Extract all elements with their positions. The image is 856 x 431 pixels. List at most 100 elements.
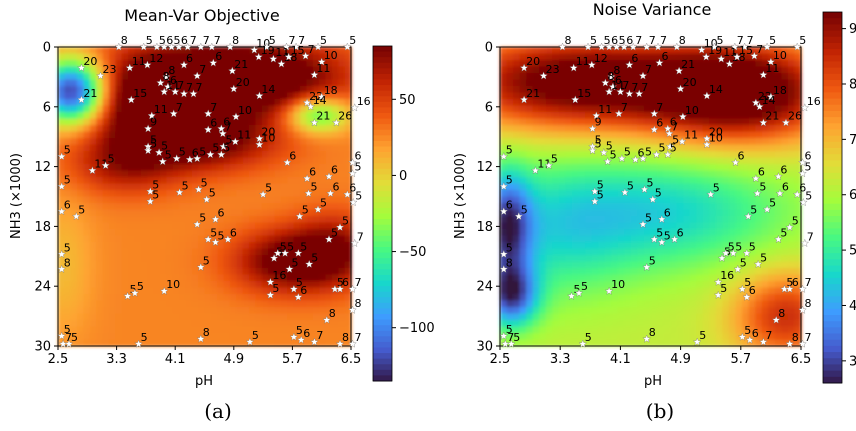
heat-cell <box>519 274 527 282</box>
heat-cell <box>293 313 301 321</box>
heat-cell <box>223 66 231 74</box>
heat-cell <box>650 320 658 328</box>
heat-cell <box>755 73 763 81</box>
heat-cell <box>545 274 553 282</box>
heat-cell <box>249 99 257 107</box>
heat-cell <box>500 203 508 211</box>
heat-cell <box>153 281 161 289</box>
heat-cell <box>624 203 632 211</box>
heat-cell <box>274 164 282 172</box>
heat-cell <box>643 53 652 61</box>
heat-cell <box>287 79 295 87</box>
heat-cell <box>500 222 508 230</box>
heat-cell <box>153 255 161 263</box>
heat-cell <box>768 190 776 198</box>
heat-cell <box>571 73 580 81</box>
heat-cell <box>121 196 129 204</box>
heat-cell <box>571 268 580 276</box>
heat-cell <box>268 53 276 61</box>
sample-label: 5 <box>786 276 793 289</box>
heat-cell <box>611 209 619 217</box>
heat-cell <box>306 203 314 211</box>
heat-cell <box>223 281 231 289</box>
heat-cell <box>217 235 225 243</box>
heat-cell <box>545 99 553 107</box>
heat-cell <box>539 170 547 178</box>
heat-cell <box>519 60 527 68</box>
heat-cell <box>709 47 717 55</box>
heat-cell <box>280 118 288 126</box>
heat-cell <box>312 235 320 243</box>
heat-cell <box>558 138 567 146</box>
heat-cell <box>64 216 72 224</box>
heat-cell <box>604 255 612 263</box>
heat-cell <box>748 86 756 94</box>
heat-cell <box>236 73 244 81</box>
sample-label: 5 <box>182 180 189 193</box>
heat-cell <box>532 203 540 211</box>
heat-cell <box>598 242 606 250</box>
heat-cell <box>742 196 750 204</box>
heat-cell <box>58 203 65 211</box>
sample-marker <box>716 54 726 63</box>
heat-cell <box>774 216 782 224</box>
heat-cell <box>249 287 257 295</box>
sample-label: 5 <box>223 142 230 155</box>
heat-cell <box>650 131 658 139</box>
heat-cell <box>748 235 756 243</box>
heat-cell <box>578 118 586 126</box>
heat-cell <box>768 248 776 256</box>
heat-cell <box>598 209 606 217</box>
sample-label: 10 <box>709 132 723 145</box>
heat-cell <box>229 105 237 113</box>
heat-cell <box>768 242 776 250</box>
colorbar-segment <box>823 86 842 93</box>
heat-cell <box>670 125 678 133</box>
sample-marker <box>245 337 255 346</box>
colorbar-segment <box>823 55 842 62</box>
heat-cell <box>637 79 645 87</box>
heat-cell <box>742 86 750 94</box>
y-tick-label: 6 <box>485 100 493 115</box>
heat-cell <box>280 79 288 87</box>
sample-label: 5 <box>311 251 318 264</box>
heat-cell <box>96 177 104 185</box>
sample-marker <box>774 172 783 181</box>
heat-cell <box>598 281 606 289</box>
heat-cell <box>319 125 327 133</box>
heat-cell <box>735 99 743 107</box>
heat-cell <box>338 333 346 341</box>
heat-cell <box>64 151 72 159</box>
heat-cell <box>159 105 167 113</box>
heat-cell <box>287 274 295 282</box>
heat-cell <box>519 294 527 302</box>
heat-cell <box>268 131 276 139</box>
heat-cell <box>696 287 704 295</box>
heat-cell <box>670 86 678 94</box>
heat-cell <box>77 47 85 55</box>
heat-cell <box>274 242 282 250</box>
heat-cell <box>552 333 560 341</box>
heat-cell <box>185 60 193 68</box>
heat-cell <box>663 326 671 334</box>
heat-cell <box>768 268 776 276</box>
heat-cell <box>83 242 91 250</box>
heat-cell <box>223 92 231 100</box>
heat-cell <box>223 86 231 94</box>
sample-label: 5 <box>355 161 362 174</box>
heat-cell <box>545 190 553 198</box>
heat-cell <box>604 53 612 61</box>
sample-marker <box>192 219 202 228</box>
heat-cell <box>519 242 527 250</box>
heat-cell <box>532 333 540 341</box>
heat-cell <box>794 183 802 191</box>
heat-cell <box>261 79 269 87</box>
heat-cell <box>709 287 717 295</box>
heat-cell <box>331 79 339 87</box>
heat-cell <box>204 92 212 100</box>
sample-marker <box>499 249 509 258</box>
heat-cell <box>787 255 796 263</box>
heat-cell <box>96 86 104 94</box>
sample-label: 8 <box>679 34 686 47</box>
heat-cell <box>598 300 606 308</box>
